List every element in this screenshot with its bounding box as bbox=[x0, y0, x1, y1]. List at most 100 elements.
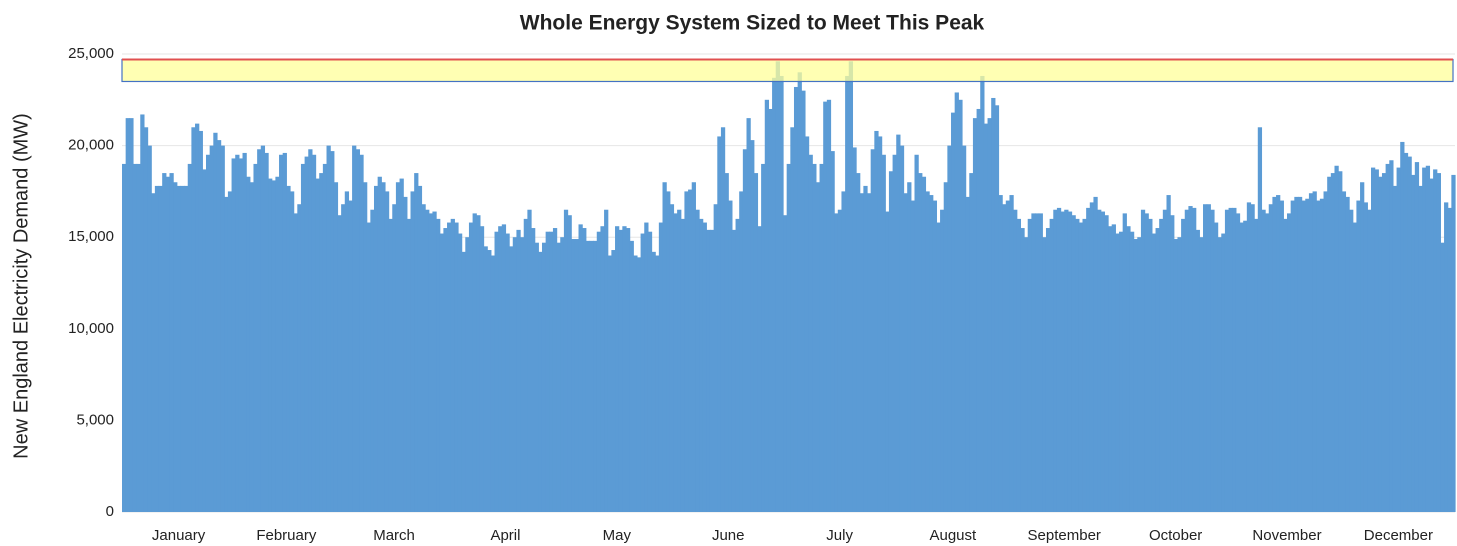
bar bbox=[1170, 215, 1175, 512]
bar bbox=[388, 218, 393, 512]
bar bbox=[1005, 200, 1011, 512]
bar bbox=[1224, 209, 1230, 512]
bar bbox=[1137, 237, 1142, 512]
bar bbox=[578, 224, 583, 512]
bar bbox=[779, 75, 784, 512]
bar bbox=[479, 226, 485, 512]
bar bbox=[885, 211, 890, 512]
bar bbox=[582, 228, 587, 513]
bar bbox=[1261, 209, 1266, 512]
bar bbox=[903, 193, 908, 512]
bar bbox=[238, 158, 244, 512]
bar bbox=[1166, 195, 1171, 512]
bar bbox=[1345, 196, 1350, 512]
x-tick-label: February bbox=[256, 527, 317, 544]
bar bbox=[377, 176, 382, 512]
bar bbox=[746, 118, 751, 513]
bar bbox=[264, 152, 269, 513]
bar bbox=[125, 118, 130, 513]
bar bbox=[994, 105, 1000, 513]
bar bbox=[1319, 198, 1325, 512]
bar bbox=[720, 127, 726, 512]
bar bbox=[1250, 204, 1255, 512]
bar bbox=[363, 182, 368, 513]
bar bbox=[801, 90, 806, 512]
bar bbox=[457, 233, 463, 512]
bar bbox=[1235, 213, 1241, 512]
bar bbox=[1447, 207, 1452, 512]
bar bbox=[1239, 222, 1244, 512]
bar bbox=[341, 204, 346, 512]
bar bbox=[940, 209, 945, 512]
bar bbox=[1338, 171, 1343, 513]
bar bbox=[132, 163, 138, 513]
bar bbox=[611, 250, 616, 513]
bar bbox=[1316, 200, 1321, 512]
bar bbox=[319, 173, 324, 512]
bar bbox=[1440, 242, 1445, 513]
bar bbox=[867, 193, 872, 512]
bar bbox=[655, 255, 660, 512]
bar bbox=[1221, 233, 1226, 512]
bar bbox=[344, 191, 350, 512]
bar bbox=[333, 182, 339, 513]
bar bbox=[717, 136, 722, 512]
bar bbox=[1016, 218, 1022, 512]
bar bbox=[731, 229, 737, 512]
bar bbox=[1276, 195, 1281, 512]
bar bbox=[476, 215, 481, 512]
x-tick-label: March bbox=[373, 527, 415, 544]
y-tick-label: 15,000 bbox=[68, 228, 114, 245]
bar bbox=[936, 222, 941, 512]
bar bbox=[1349, 209, 1354, 512]
bar bbox=[154, 185, 160, 513]
bar bbox=[1035, 213, 1040, 512]
bar bbox=[793, 86, 799, 512]
bar bbox=[841, 191, 846, 512]
bar bbox=[191, 127, 196, 512]
bar bbox=[1360, 182, 1365, 513]
bar bbox=[768, 108, 773, 513]
bar bbox=[1396, 167, 1401, 513]
bar bbox=[1334, 165, 1339, 512]
bar bbox=[1265, 213, 1270, 512]
bar bbox=[330, 151, 335, 512]
bar bbox=[541, 242, 547, 513]
bar bbox=[633, 255, 638, 512]
bar bbox=[501, 224, 507, 512]
bar bbox=[1031, 213, 1036, 512]
bar bbox=[483, 246, 488, 513]
bar bbox=[593, 240, 598, 512]
bar bbox=[348, 200, 353, 512]
bar bbox=[173, 182, 178, 513]
bar bbox=[450, 218, 455, 512]
bar bbox=[1425, 165, 1431, 512]
bar bbox=[1078, 222, 1084, 512]
bar bbox=[1181, 218, 1186, 512]
bar bbox=[1086, 207, 1091, 512]
bar bbox=[1071, 215, 1076, 512]
bar bbox=[1140, 209, 1146, 512]
bar bbox=[1400, 141, 1405, 512]
bar bbox=[1148, 218, 1153, 512]
bar bbox=[1451, 174, 1456, 513]
bar bbox=[184, 185, 189, 513]
bar bbox=[1217, 237, 1222, 512]
bar bbox=[1199, 237, 1204, 512]
bar bbox=[677, 209, 682, 512]
bar bbox=[549, 231, 554, 513]
bar bbox=[896, 134, 901, 512]
y-tick-label: 0 bbox=[106, 503, 114, 520]
bar bbox=[662, 182, 667, 513]
chart-title: Whole Energy System Sized to Meet This P… bbox=[520, 12, 985, 35]
bar bbox=[845, 75, 850, 512]
bar bbox=[1188, 206, 1193, 512]
bar bbox=[1283, 218, 1288, 512]
bar bbox=[691, 182, 696, 513]
bar bbox=[775, 61, 780, 512]
bar bbox=[1323, 191, 1328, 512]
bar bbox=[980, 75, 985, 512]
bar bbox=[300, 163, 306, 513]
bar bbox=[249, 182, 255, 513]
bar bbox=[461, 251, 466, 512]
